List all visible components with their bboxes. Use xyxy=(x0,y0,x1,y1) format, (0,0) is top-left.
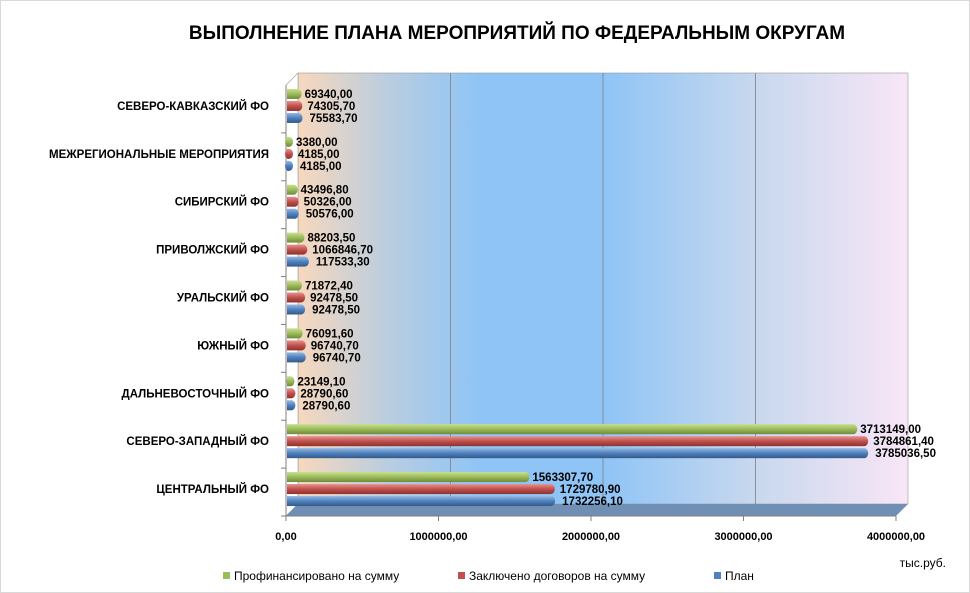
bar xyxy=(287,232,301,243)
bar-cap xyxy=(294,112,303,123)
bar-cap xyxy=(521,472,530,483)
category-label: ПРИВОЛЖСКИЙ ФО xyxy=(156,244,269,257)
data-label: 3785036,50 xyxy=(875,448,936,460)
bar-cap xyxy=(285,160,293,171)
data-label: 96740,70 xyxy=(311,340,359,352)
bar-cap xyxy=(849,424,858,435)
data-label: 1732256,10 xyxy=(562,496,623,508)
bar-cap xyxy=(290,208,299,219)
bar-cap xyxy=(285,148,293,159)
bar-cap xyxy=(287,400,296,411)
legend-label: Профинансировано на сумму xyxy=(234,569,399,583)
data-label: 71872,40 xyxy=(305,281,353,293)
bar xyxy=(287,352,302,363)
bar xyxy=(287,424,854,435)
bar-cap xyxy=(860,436,869,447)
bar-cap xyxy=(299,244,308,255)
bar-cap xyxy=(296,232,305,243)
category-label: ДАЛЬНЕВОСТОЧНЫЙ ФО xyxy=(122,387,270,400)
category-label: МЕЖРЕГИОНАЛЬНЫЕ МЕРОПРИЯТИЯ xyxy=(49,149,269,161)
data-label: 28790,60 xyxy=(302,400,350,412)
data-label: 117533,30 xyxy=(316,257,370,269)
bar-cap xyxy=(297,340,306,351)
bar-cap xyxy=(297,292,306,303)
bar xyxy=(287,280,298,291)
data-label: 75583,70 xyxy=(310,113,358,125)
data-label: 3784861,40 xyxy=(873,436,934,448)
bar-cap xyxy=(547,496,556,507)
unit-label: тыс.руб. xyxy=(900,556,946,570)
legend-label: План xyxy=(725,569,754,583)
category-label: УРАЛЬСКИЙ ФО xyxy=(177,292,269,305)
bar-cap xyxy=(285,136,293,147)
legend: Профинансировано на сумму Заключено догов… xyxy=(223,569,754,583)
bar-cap xyxy=(860,448,869,459)
bar-cap xyxy=(546,484,555,495)
legend-swatch xyxy=(223,572,230,579)
data-label: 28790,60 xyxy=(300,388,348,400)
bar xyxy=(287,484,551,495)
x-tick-label: 4000000,00 xyxy=(867,531,925,543)
data-label: 88203,50 xyxy=(307,233,355,245)
bar-cap xyxy=(287,388,296,399)
legend-swatch xyxy=(458,572,465,579)
category-label: СЕВЕРО-ЗАПАДНЫЙ ФО xyxy=(126,435,269,448)
bar-cap xyxy=(289,184,298,195)
bar-cap xyxy=(286,376,295,387)
data-label: 69340,00 xyxy=(305,89,353,101)
category-label: ЦЕНТРАЛЬНЫЙ ФО xyxy=(156,483,269,496)
bar-cap xyxy=(290,196,299,207)
data-label: 3380,00 xyxy=(296,137,338,149)
x-tick-label: 3000000,00 xyxy=(714,531,772,543)
data-label: 1563307,70 xyxy=(532,472,593,484)
data-label: 4185,00 xyxy=(300,161,342,173)
category-label: ЮЖНЫЙ ФО xyxy=(197,339,269,352)
data-label: 74305,70 xyxy=(307,101,355,113)
x-tick-label: 0,00 xyxy=(275,531,296,543)
legend-swatch xyxy=(714,572,721,579)
bar xyxy=(287,448,865,459)
category-label: СИБИРСКИЙ ФО xyxy=(175,196,269,209)
data-label: 50326,00 xyxy=(304,197,352,209)
bar-cap xyxy=(294,100,303,111)
bar xyxy=(287,328,299,339)
data-label: 92478,50 xyxy=(310,293,358,305)
chart-title: ВЫПОЛНЕНИЕ ПЛАНА МЕРОПРИЯТИЙ ПО ФЕДЕРАЛЬ… xyxy=(189,22,845,44)
bar xyxy=(287,292,302,303)
data-label: 50576,00 xyxy=(306,209,354,221)
bar xyxy=(287,100,299,111)
x-tick-label: 1000000,00 xyxy=(409,531,467,543)
data-label: 3713149,00 xyxy=(860,424,921,436)
bar xyxy=(287,256,305,267)
bar-cap xyxy=(293,88,302,99)
bar xyxy=(287,496,552,507)
plot-floor xyxy=(286,504,908,516)
legend-label: Заключено договоров на сумму xyxy=(469,569,645,583)
data-label: 4185,00 xyxy=(298,149,340,161)
bar-cap xyxy=(294,328,303,339)
data-label: 92478,50 xyxy=(312,305,360,317)
bar xyxy=(287,244,304,255)
bar xyxy=(287,88,298,99)
data-label: 23149,10 xyxy=(298,376,346,388)
data-label: 43496,80 xyxy=(301,185,349,197)
bar xyxy=(287,112,299,123)
bar xyxy=(287,304,302,315)
data-label: 1066846,70 xyxy=(312,245,373,257)
bar xyxy=(287,340,302,351)
data-label: 96740,70 xyxy=(313,352,361,364)
bar-cap xyxy=(300,256,309,267)
bar-cap xyxy=(297,352,306,363)
data-label: 76091,60 xyxy=(306,328,354,340)
bar xyxy=(287,436,865,447)
bar xyxy=(287,472,526,483)
x-tick-label: 2000000,00 xyxy=(562,531,620,543)
bar-cap xyxy=(293,280,302,291)
data-label: 1729780,90 xyxy=(560,484,621,496)
category-label: СЕВЕРО-КАВКАЗСКИЙ ФО xyxy=(117,100,269,113)
bar-cap xyxy=(297,304,306,315)
